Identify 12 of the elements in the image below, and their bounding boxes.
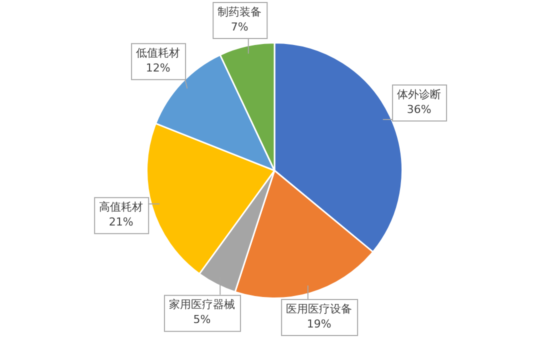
slice-label: 医用医疗设备: [286, 302, 352, 316]
slice-label: 制药装备: [218, 5, 262, 18]
slice-label: 高值耗材: [99, 200, 144, 214]
data-label: 5%: [193, 313, 211, 326]
data-label: 7%: [230, 20, 248, 34]
data-label: 21%: [108, 215, 134, 228]
data-label: 12%: [146, 62, 170, 75]
data-label: 19%: [306, 317, 332, 330]
data-label: 36%: [406, 102, 432, 116]
slice-label: 低值耗材: [136, 46, 180, 60]
slice-label: 家用医疗器械: [168, 298, 235, 312]
slice-label: 体外诊断: [397, 88, 442, 101]
